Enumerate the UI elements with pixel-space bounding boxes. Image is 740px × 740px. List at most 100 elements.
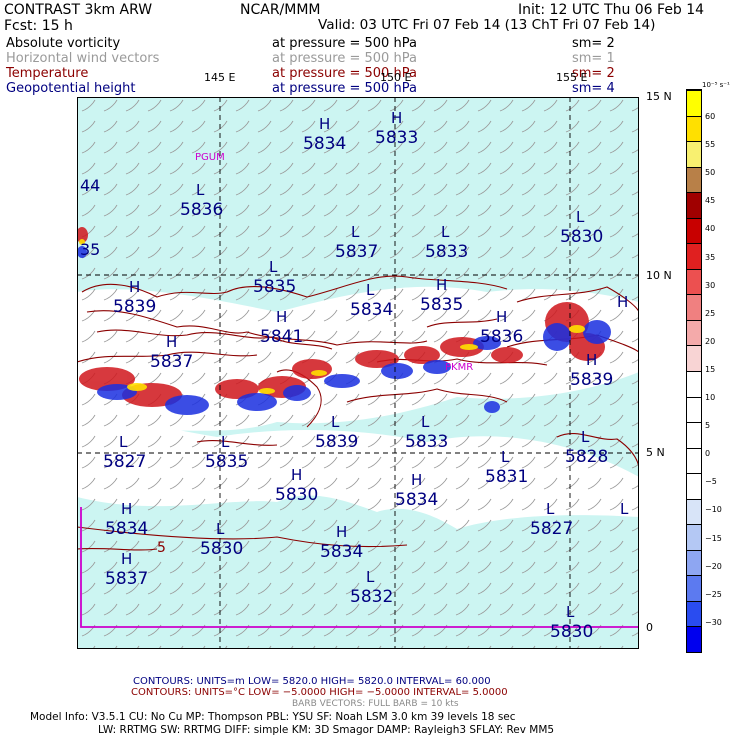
colorbar-cell [687,549,701,576]
center-value: 5836 [480,327,523,347]
colorbar-label: −5 [705,477,717,487]
center-value: 5834 [320,542,363,562]
lat-lon-grid [77,97,639,649]
colorbar-cell [687,294,701,321]
temperature-contours [77,275,639,551]
center-value: 5830 [200,539,243,559]
center-value: 5834 [105,519,148,539]
center-value: 5834 [350,300,393,320]
center-type: H [436,276,447,294]
field-smoothing: sm= 2 [572,66,615,81]
colorbar-cell [687,141,701,168]
center-type: H [319,115,330,133]
colorbar-label: 55 [705,140,716,150]
lon-label-150: 150 E [380,71,412,84]
colorbar-label: 10 [705,393,716,402]
center-type: H [291,466,302,484]
center-value: 5836 [180,200,223,220]
field-level: at pressure = 500 hPa [272,66,417,81]
lat-label-15n: 15 N [646,90,672,103]
center-value: 5828 [565,447,608,467]
center-type: H [166,333,177,351]
colorbar-cell [687,268,701,295]
station-pkmr: PKMR [445,362,473,373]
center-type: H [276,308,287,326]
center-value: 5837 [150,352,193,372]
center-value: 5832 [350,587,393,607]
center-type: H [129,278,140,296]
center-value: 5834 [303,134,346,154]
colorbar-cell [687,626,701,653]
center-value: 5839 [113,297,156,317]
colorbar-cell [687,473,701,500]
temp-contour-label: 5 [157,540,166,556]
colorbar-label: 40 [705,224,716,234]
center-type: H [496,308,507,326]
forecast-map: H5834H5833L5836L5837L5833L5830L5835H5839… [77,97,639,649]
colorbar-cell [687,115,701,142]
colorbar-label: −15 [705,533,722,543]
center-value: 5830 [275,485,318,505]
lat-label-0: 0 [646,621,653,634]
center-type: H [586,351,597,369]
colorbar-label: 30 [705,280,716,290]
field-smoothing: sm= 2 [572,36,615,51]
center-value: 5830 [550,622,593,642]
valid-time: Valid: 03 UTC Fri 07 Feb 14 (13 ChT Fri … [318,17,656,33]
colorbar [686,89,702,653]
center-value: 5827 [530,519,573,539]
center-type: L [441,223,450,241]
center-value: 5827 [103,452,146,472]
map-border [77,97,639,649]
vorticity-shading [77,227,611,415]
colorbar-cell [687,422,701,449]
domain-frame [80,507,639,628]
temp-labels: 5 [157,540,166,556]
colorbar-unit: 10⁻⁵ s⁻¹ [702,81,730,89]
colorbar-cell [687,575,701,602]
center-type: H [121,550,132,568]
center-label: NCAR/MMM [240,2,321,18]
center-type: L [366,568,375,586]
field-level: at pressure = 500 hPa [272,51,417,66]
center-type: H [391,109,402,127]
barb-info: BARB VECTORS: FULL BARB = 10 kts [292,699,459,709]
wind-barbs [77,97,639,649]
lon-label-155: 155 E [556,71,588,84]
field-smoothing: sm= 1 [572,51,615,66]
colorbar-label: 50 [705,168,716,178]
colorbar-cell [687,192,701,219]
field-level: at pressure = 500 hPa [272,36,417,51]
colorbar-label: 25 [705,308,716,318]
center-value: 5834 [395,490,438,510]
field-name: Absolute vorticity [6,36,121,51]
center-type: L [501,448,510,466]
contour-info-height: CONTOURS: UNITS=m LOW= 5820.0 HIGH= 5820… [133,676,491,687]
edge-value: 44 [80,176,100,195]
field-name: Temperature [6,66,89,81]
init-time: Init: 12 UTC Thu 06 Feb 14 [518,2,705,18]
center-type: L [351,223,360,241]
model-title: CONTRAST 3km ARW [4,2,153,18]
colorbar-cell [687,396,701,423]
colorbar-label: 5 [705,421,711,431]
edge-value: 35 [80,240,100,259]
center-value: 5833 [425,242,468,262]
colorbar-cell [687,243,701,270]
center-type: H [336,523,347,541]
center-type: L [576,208,585,226]
center-type: L [546,500,555,518]
colorbar-cell [687,524,701,551]
center-value: 5835 [253,277,296,297]
center-type: H [617,293,628,311]
center-value: 5831 [485,467,528,487]
lat-label-10n: 10 N [646,269,672,282]
center-value: 5837 [335,242,378,262]
colorbar-cell [687,345,701,372]
contour-info-temp: CONTOURS: UNITS=°C LOW= −5.0000 HIGH= −5… [131,687,508,698]
forecast-hour: Fcst: 15 h [4,18,73,34]
station-pgum: PGUM [195,152,225,163]
center-type: L [421,413,430,431]
center-value: 5837 [105,569,148,589]
center-value: 5833 [375,128,418,148]
